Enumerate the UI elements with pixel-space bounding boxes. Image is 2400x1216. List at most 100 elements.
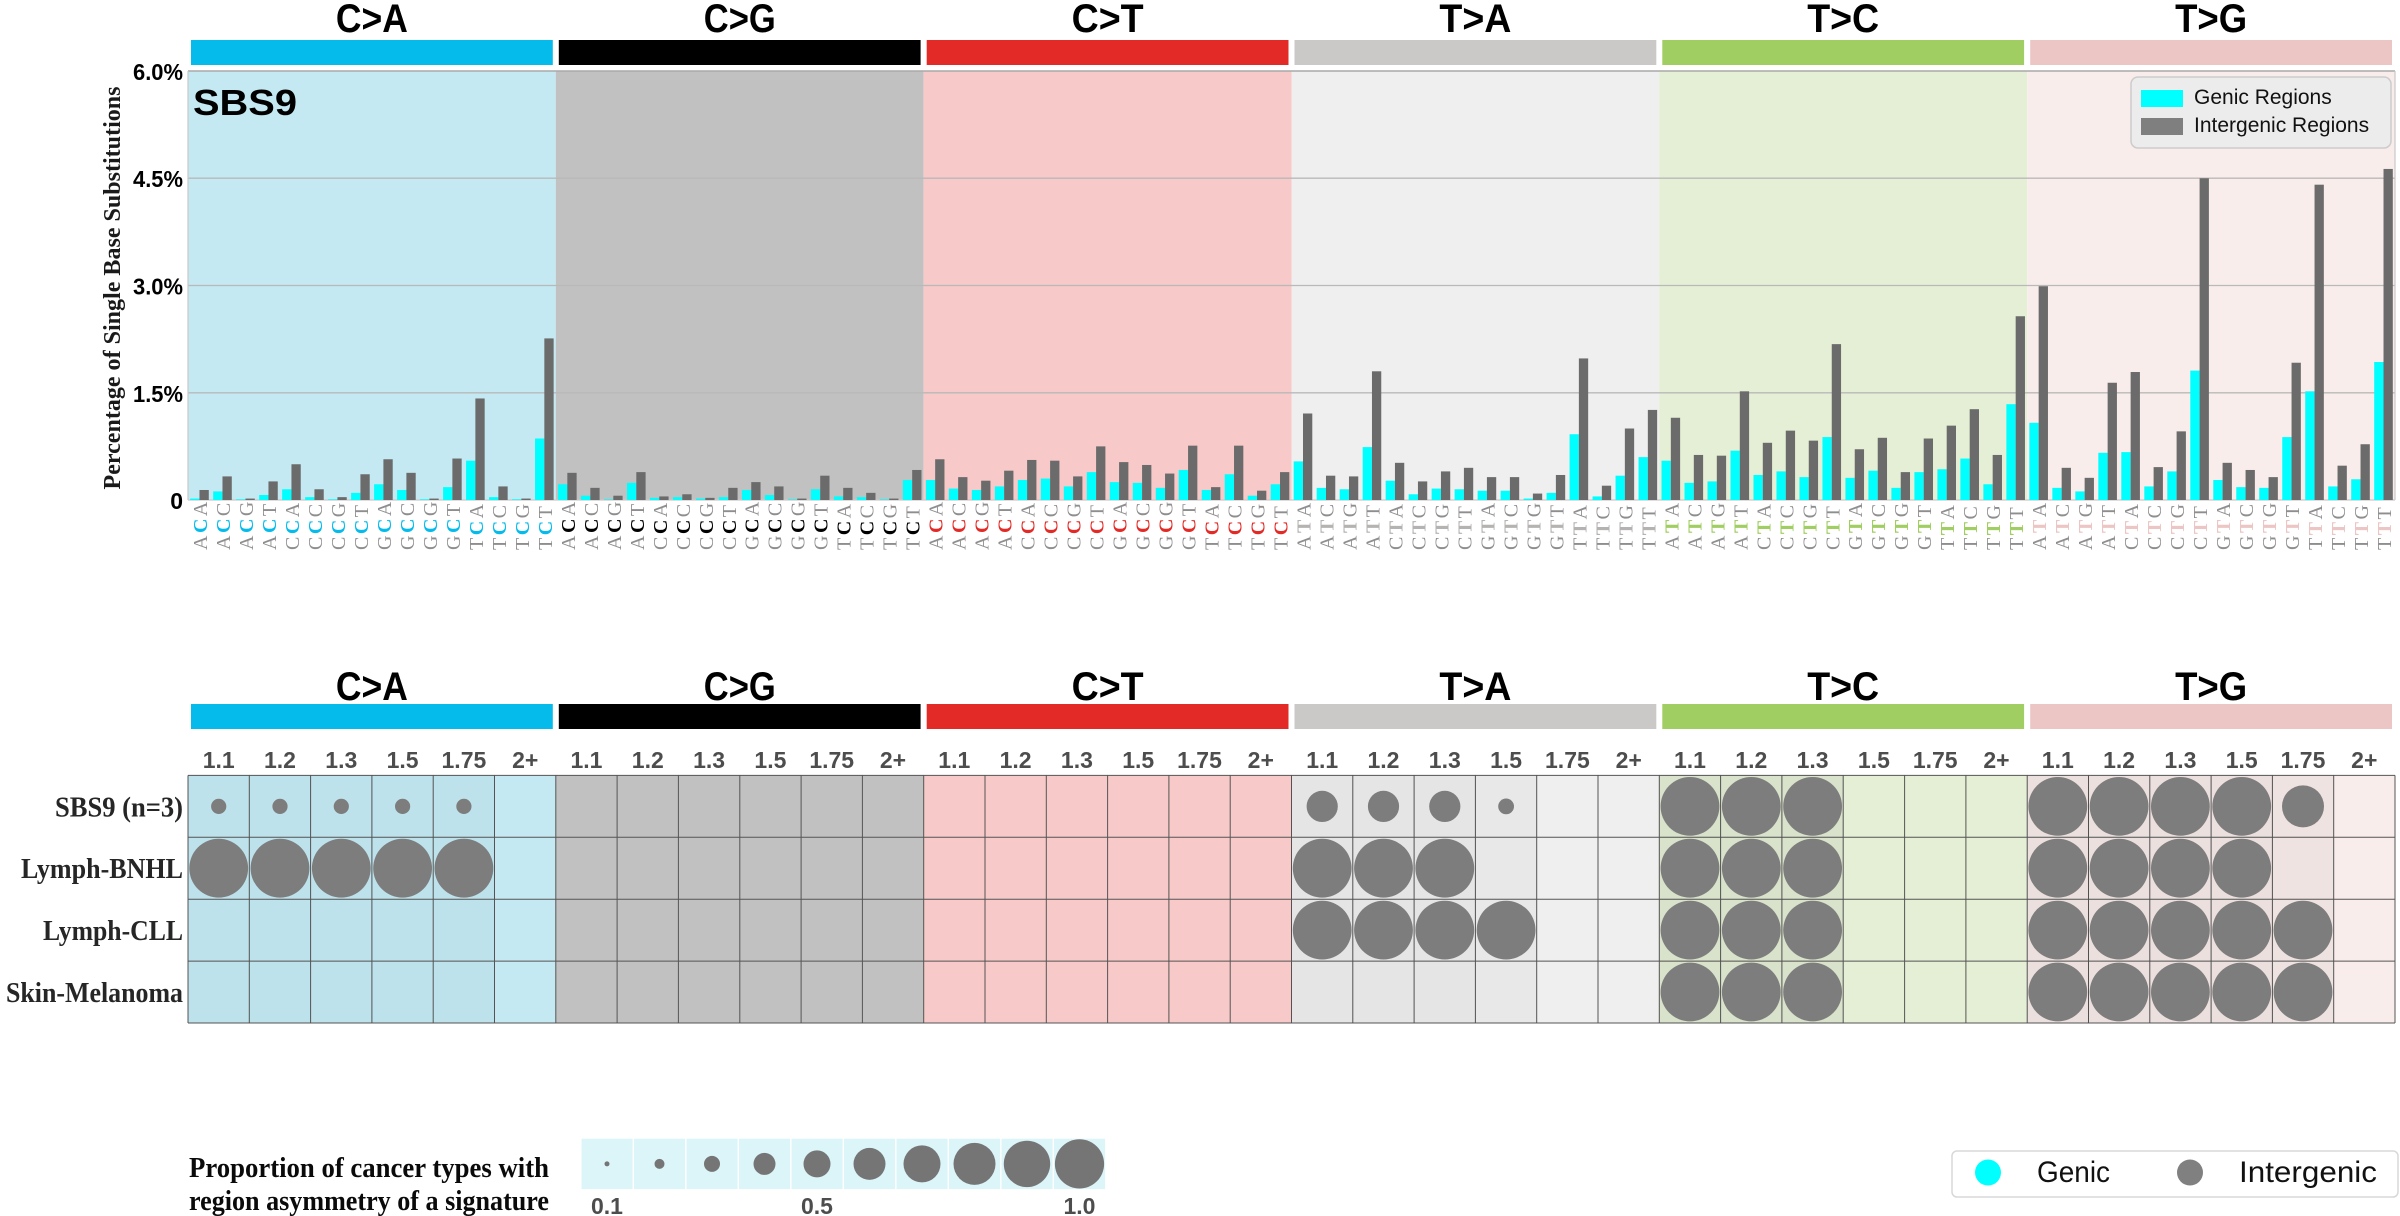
svg-text:CTC: CTC: [2144, 502, 2166, 550]
svg-text:TTC: TTC: [1960, 504, 1982, 550]
svg-text:GCA: GCA: [742, 499, 764, 550]
svg-text:CTG: CTG: [1799, 501, 1821, 550]
svg-text:TCA: TCA: [1202, 501, 1224, 550]
svg-text:CCG: CCG: [696, 500, 718, 550]
svg-text:TCG: TCG: [512, 501, 534, 550]
svg-text:GCG: GCG: [788, 499, 810, 550]
svg-text:3.0%: 3.0%: [133, 274, 183, 300]
svg-text:T>A: T>A: [1439, 0, 1511, 41]
svg-text:TCT: TCT: [535, 504, 557, 550]
svg-text:ATC: ATC: [1317, 501, 1339, 550]
svg-text:0.5: 0.5: [801, 1193, 833, 1216]
svg-text:1.75: 1.75: [1913, 747, 1958, 773]
svg-text:C>T: C>T: [1072, 665, 1144, 709]
svg-text:TCA: TCA: [834, 501, 856, 550]
svg-text:TTT: TTT: [2374, 505, 2396, 550]
svg-text:ACT: ACT: [627, 501, 649, 550]
svg-text:1.0: 1.0: [1064, 1193, 1096, 1216]
svg-text:1.5: 1.5: [1858, 747, 1890, 773]
svg-text:TCT: TCT: [1271, 504, 1293, 550]
svg-text:GCT: GCT: [1179, 501, 1201, 550]
svg-text:TCT: TCT: [903, 504, 925, 550]
svg-text:ATG: ATG: [2075, 500, 2097, 550]
svg-text:GTT: GTT: [2282, 502, 2304, 550]
svg-text:CCC: CCC: [673, 501, 695, 550]
svg-text:T>A: T>A: [1439, 665, 1511, 709]
svg-text:C>T: C>T: [1072, 0, 1144, 41]
svg-text:ATA: ATA: [1294, 500, 1316, 550]
svg-text:1.5: 1.5: [387, 747, 419, 773]
svg-text:1.2: 1.2: [1368, 747, 1400, 773]
svg-text:TTT: TTT: [1638, 505, 1660, 550]
svg-text:GTG: GTG: [1891, 500, 1913, 550]
svg-text:ATA: ATA: [1661, 500, 1683, 550]
svg-text:GCA: GCA: [1110, 499, 1132, 550]
svg-text:ACA: ACA: [190, 499, 212, 550]
svg-text:GCC: GCC: [397, 500, 419, 550]
svg-text:C>A: C>A: [336, 665, 408, 709]
svg-text:GCA: GCA: [374, 499, 396, 550]
svg-text:ACA: ACA: [926, 499, 948, 550]
svg-text:1.5: 1.5: [1122, 747, 1154, 773]
svg-text:GTA: GTA: [1477, 500, 1499, 550]
svg-text:1.5%: 1.5%: [133, 381, 183, 407]
svg-text:GTG: GTG: [1523, 500, 1545, 550]
svg-text:ATC: ATC: [1684, 501, 1706, 550]
svg-text:TTA: TTA: [1937, 502, 1959, 550]
svg-text:2+: 2+: [1616, 747, 1642, 773]
svg-text:1.1: 1.1: [1306, 747, 1338, 773]
svg-text:1.2: 1.2: [2103, 747, 2135, 773]
svg-text:1.3: 1.3: [325, 747, 357, 773]
svg-text:4.5%: 4.5%: [133, 166, 183, 192]
svg-text:C>A: C>A: [336, 0, 408, 41]
svg-text:1.2: 1.2: [264, 747, 296, 773]
svg-text:1.1: 1.1: [1674, 747, 1706, 773]
svg-text:CTC: CTC: [1776, 502, 1798, 550]
svg-text:Intergenic Regions: Intergenic Regions: [2194, 114, 2369, 137]
svg-text:Lymph-BNHL: Lymph-BNHL: [21, 854, 183, 885]
svg-text:6.0%: 6.0%: [133, 59, 183, 85]
svg-text:GTA: GTA: [2213, 500, 2235, 550]
svg-text:0.1: 0.1: [591, 1193, 623, 1216]
svg-text:1.3: 1.3: [1429, 747, 1461, 773]
svg-text:C>G: C>G: [704, 665, 776, 709]
svg-text:ACC: ACC: [581, 500, 603, 550]
svg-text:1.3: 1.3: [1797, 747, 1829, 773]
svg-text:1.2: 1.2: [632, 747, 664, 773]
svg-text:GTT: GTT: [1914, 502, 1936, 550]
svg-text:CTT: CTT: [2190, 504, 2212, 550]
svg-text:C>G: C>G: [704, 0, 776, 41]
svg-text:Intergenic: Intergenic: [2239, 1156, 2377, 1189]
svg-text:Skin-Melanoma: Skin-Melanoma: [6, 978, 183, 1009]
svg-text:CCC: CCC: [1041, 501, 1063, 550]
svg-text:ATC: ATC: [2052, 501, 2074, 550]
svg-text:GCT: GCT: [443, 501, 465, 550]
svg-text:CCA: CCA: [650, 500, 672, 550]
svg-text:1.2: 1.2: [1735, 747, 1767, 773]
svg-text:CCC: CCC: [305, 501, 327, 550]
svg-text:CCG: CCG: [328, 500, 350, 550]
svg-text:TTG: TTG: [1615, 502, 1637, 550]
svg-text:ACG: ACG: [236, 499, 258, 550]
svg-text:ATT: ATT: [1730, 502, 1752, 550]
svg-text:TCA: TCA: [466, 501, 488, 550]
svg-text:TTA: TTA: [2305, 502, 2327, 550]
svg-text:T>C: T>C: [1807, 0, 1879, 41]
svg-text:CTC: CTC: [1408, 502, 1430, 550]
svg-text:1.5: 1.5: [2226, 747, 2258, 773]
svg-text:TTC: TTC: [2328, 504, 2350, 550]
svg-text:ACG: ACG: [972, 499, 994, 550]
svg-text:GTC: GTC: [1500, 501, 1522, 550]
svg-text:CTA: CTA: [2121, 501, 2143, 550]
svg-text:SBS9: SBS9: [193, 82, 297, 123]
svg-text:2+: 2+: [1248, 747, 1274, 773]
svg-text:CTG: CTG: [2167, 501, 2189, 550]
svg-text:1.75: 1.75: [1545, 747, 1590, 773]
svg-text:1.3: 1.3: [2164, 747, 2196, 773]
svg-text:TTA: TTA: [1569, 502, 1591, 550]
svg-text:Genic Regions: Genic Regions: [2194, 86, 2332, 109]
svg-text:ACA: ACA: [558, 499, 580, 550]
svg-text:1.75: 1.75: [1177, 747, 1222, 773]
svg-text:GCC: GCC: [1133, 500, 1155, 550]
svg-text:T>G: T>G: [2175, 665, 2247, 709]
